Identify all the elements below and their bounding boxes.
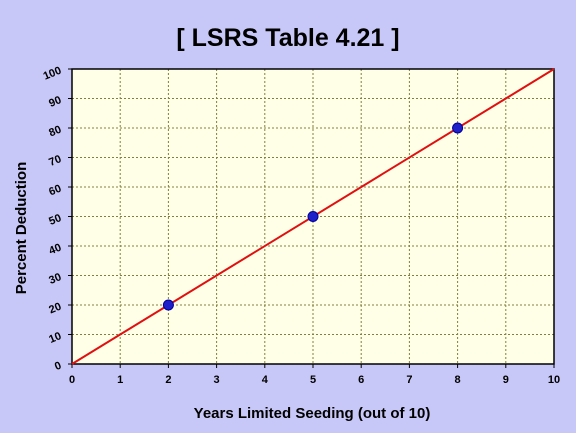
y-tick-label: 60 bbox=[47, 183, 63, 199]
x-tick-label: 1 bbox=[117, 374, 123, 386]
x-tick-label: 3 bbox=[214, 374, 220, 386]
y-tick-label: 70 bbox=[47, 153, 63, 169]
data-point bbox=[308, 212, 318, 222]
x-tick-label: 9 bbox=[503, 374, 509, 386]
y-tick-label: 50 bbox=[47, 212, 63, 228]
data-point bbox=[163, 300, 173, 310]
y-tick-label: 40 bbox=[47, 242, 63, 258]
y-tick-label: 80 bbox=[47, 124, 63, 140]
chart-title: [ LSRS Table 4.21 ] bbox=[176, 24, 399, 52]
data-point bbox=[453, 123, 463, 133]
y-tick-label: 10 bbox=[47, 330, 63, 346]
y-tick-label: 30 bbox=[47, 271, 63, 287]
x-tick-label: 6 bbox=[358, 374, 364, 386]
y-tick-label: 20 bbox=[47, 301, 63, 317]
y-tick-label: 90 bbox=[47, 94, 63, 110]
x-tick-label: 8 bbox=[455, 374, 461, 386]
x-tick-label: 5 bbox=[310, 374, 316, 386]
y-tick-label: 0 bbox=[53, 360, 63, 373]
x-tick-label: 0 bbox=[69, 374, 75, 386]
x-axis-label: Years Limited Seeding (out of 10) bbox=[194, 405, 431, 422]
y-tick-label: 100 bbox=[42, 65, 64, 83]
x-tick-label: 7 bbox=[406, 374, 412, 386]
x-tick-label: 10 bbox=[548, 374, 560, 386]
x-tick-label: 4 bbox=[262, 374, 269, 386]
x-tick-label: 2 bbox=[165, 374, 171, 386]
y-axis-label: Percent Deduction bbox=[13, 162, 30, 295]
